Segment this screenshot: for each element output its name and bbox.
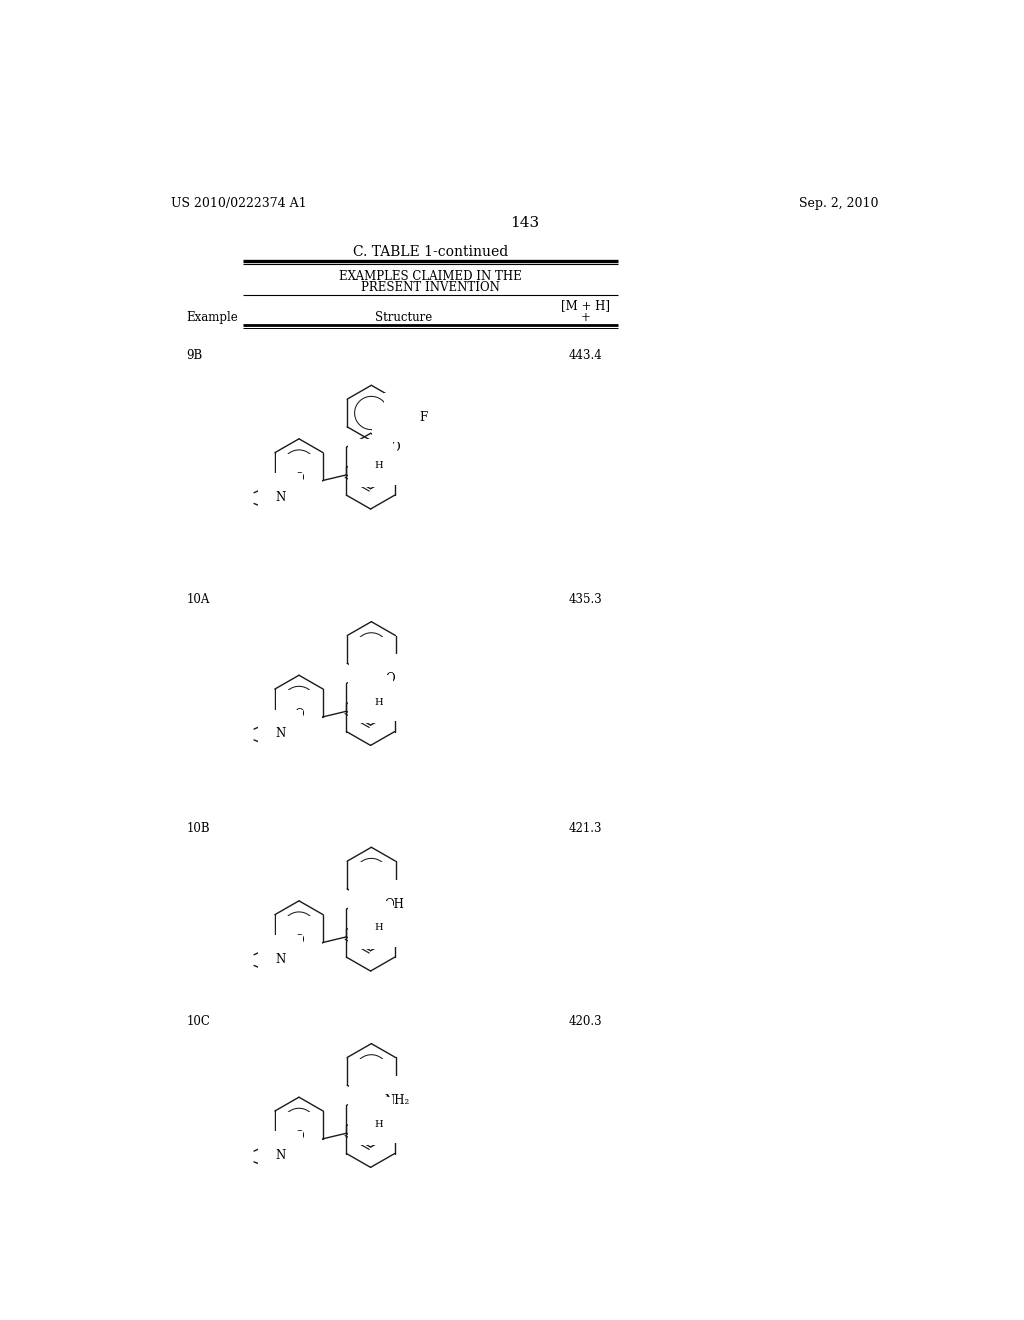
Text: 10A: 10A [186, 594, 210, 606]
Text: 10C: 10C [186, 1015, 210, 1028]
Text: O: O [390, 1100, 399, 1111]
Text: O: O [385, 672, 395, 685]
Text: C. TABLE 1-continued: C. TABLE 1-continued [352, 246, 508, 260]
Text: O: O [390, 677, 399, 690]
Text: O: O [390, 903, 399, 916]
Text: H: H [374, 924, 383, 932]
Text: O: O [294, 471, 304, 484]
Text: N: N [366, 693, 376, 706]
Text: N: N [275, 953, 286, 966]
Text: O: O [294, 708, 304, 721]
Text: EXAMPLES CLAIMED IN THE: EXAMPLES CLAIMED IN THE [339, 271, 521, 282]
Text: F: F [426, 400, 434, 413]
Text: Sep. 2, 2010: Sep. 2, 2010 [800, 197, 879, 210]
Text: N: N [275, 491, 286, 504]
Text: 443.4: 443.4 [568, 350, 602, 363]
Text: [M + H]: [M + H] [561, 300, 609, 313]
Text: O: O [401, 411, 412, 424]
Text: H: H [374, 462, 383, 470]
Text: 143: 143 [510, 216, 540, 230]
Text: H: H [374, 1119, 383, 1129]
Text: N: N [366, 1114, 376, 1127]
Text: NH₂: NH₂ [384, 1094, 410, 1107]
Text: 421.3: 421.3 [568, 822, 602, 836]
Text: N: N [366, 919, 376, 932]
Text: PRESENT INVENTION: PRESENT INVENTION [360, 281, 500, 294]
Text: O: O [367, 880, 376, 894]
Text: 435.3: 435.3 [568, 594, 602, 606]
Text: N: N [275, 1150, 286, 1162]
Text: 420.3: 420.3 [568, 1015, 602, 1028]
Text: F: F [419, 411, 428, 424]
Text: N: N [275, 727, 286, 741]
Text: 10B: 10B [186, 822, 210, 836]
Text: O: O [390, 441, 399, 454]
Text: Example: Example [186, 312, 238, 323]
Text: 9B: 9B [186, 350, 203, 363]
Text: O: O [294, 1130, 304, 1143]
Text: O: O [367, 1076, 376, 1089]
Text: Structure: Structure [375, 312, 432, 323]
Text: O: O [367, 655, 376, 668]
Text: H: H [374, 698, 383, 706]
Text: OH: OH [385, 898, 404, 911]
Text: O: O [294, 933, 304, 946]
Text: US 2010/0222374 A1: US 2010/0222374 A1 [171, 197, 306, 210]
Text: +: + [581, 312, 590, 323]
Text: N: N [366, 457, 376, 470]
